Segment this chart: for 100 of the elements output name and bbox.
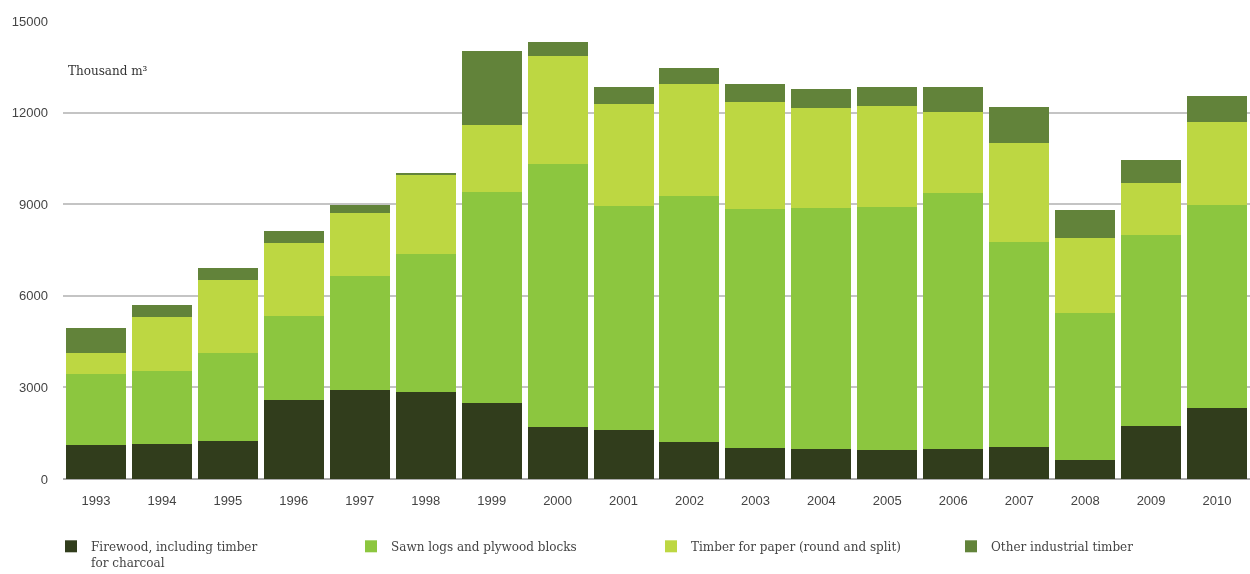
legend-label: Other industrial timber: [991, 540, 1134, 555]
x-tick-label: 2004: [806, 493, 836, 508]
bar: [395, 172, 456, 175]
bar: [857, 86, 918, 106]
x-tick-label: 2010: [1202, 493, 1232, 508]
bar: [1055, 460, 1116, 479]
x-tick-label: 2008: [1070, 493, 1100, 508]
bar: [593, 104, 654, 207]
bar: [989, 242, 1050, 447]
bar: [131, 443, 192, 479]
bar: [725, 447, 786, 479]
bar: [1121, 425, 1182, 479]
bar: [395, 391, 456, 479]
bar: [263, 315, 324, 400]
bar: [1187, 204, 1248, 408]
bar: [329, 389, 390, 479]
bar: [725, 83, 786, 102]
bar: [527, 427, 588, 479]
bar: [593, 206, 654, 431]
bar: [197, 440, 258, 479]
bar: [1187, 121, 1248, 205]
x-tick-label: 2002: [675, 493, 704, 508]
x-tick-label: 2003: [740, 493, 770, 508]
bar: [857, 449, 918, 479]
bar: [329, 213, 390, 276]
bar: [791, 89, 852, 109]
bar: [857, 105, 918, 207]
bar: [131, 304, 192, 317]
bar: [263, 242, 324, 316]
legend-label: Firewood, including timber for charcoal: [91, 539, 258, 570]
bar: [923, 87, 984, 113]
x-tick-label: 1994: [147, 493, 177, 508]
bar: [659, 442, 720, 479]
bar: [131, 316, 192, 371]
y-axis-title: Thousand m³: [68, 64, 148, 78]
bar: [1187, 407, 1248, 479]
bar: [989, 143, 1050, 243]
bar: [1187, 95, 1248, 122]
bar: [593, 430, 654, 479]
bar: [791, 449, 852, 479]
bar: [197, 279, 258, 353]
bar: [395, 253, 456, 392]
bar: [1121, 182, 1182, 235]
bar: [65, 327, 126, 353]
bar: [791, 108, 852, 209]
bar: [1055, 237, 1116, 313]
bar: [725, 208, 786, 448]
x-tick-label: 2009: [1136, 493, 1166, 508]
bar: [65, 373, 126, 446]
bar: [1055, 209, 1116, 238]
bar: [659, 83, 720, 196]
bar: [1055, 312, 1116, 461]
bar: [857, 206, 918, 450]
bar: [395, 174, 456, 254]
bar: [461, 191, 522, 403]
y-tick-label: 3000: [19, 379, 48, 395]
bar: [263, 231, 324, 243]
bar: [197, 352, 258, 441]
bar: [923, 193, 984, 450]
y-tick-label: 15000: [11, 13, 48, 29]
bar: [527, 42, 588, 57]
bar: [989, 446, 1050, 479]
bar: [461, 51, 522, 126]
x-tick-label: 2006: [938, 493, 968, 508]
x-tick-label: 1995: [213, 493, 243, 508]
y-tick-label: 6000: [19, 288, 48, 304]
y-tick-label: 12000: [11, 105, 48, 121]
bar: [527, 56, 588, 165]
bar: [65, 445, 126, 479]
x-tick-label: 1996: [279, 493, 309, 508]
x-tick-label: 1993: [81, 493, 111, 508]
bar: [923, 449, 984, 479]
bar: [65, 352, 126, 374]
x-tick-label: 2005: [872, 493, 902, 508]
y-tick-label: 0: [40, 471, 48, 487]
x-tick-label: 1997: [345, 493, 375, 508]
bar: [263, 399, 324, 479]
x-tick-label: 1999: [477, 493, 507, 508]
bar: [131, 370, 192, 444]
bar: [329, 205, 390, 214]
bar: [329, 275, 390, 390]
bar: [923, 112, 984, 194]
x-tick-label: 2001: [609, 493, 638, 508]
bar: [593, 86, 654, 105]
x-tick-label: 1998: [411, 493, 441, 508]
bar: [989, 107, 1050, 144]
legend-label: Timber for paper (round and split): [691, 540, 901, 555]
bar: [461, 125, 522, 192]
x-tick-label: 2007: [1004, 493, 1034, 508]
bar: [659, 195, 720, 443]
bar: [527, 164, 588, 428]
bar: [197, 268, 258, 280]
bar: [1121, 234, 1182, 426]
bar: [659, 68, 720, 84]
x-tick-label: 2000: [543, 493, 573, 508]
bar: [461, 402, 522, 479]
y-tick-label: 9000: [19, 196, 48, 212]
bar: [791, 208, 852, 450]
legend-label: Sawn logs and plywood blocks: [391, 540, 577, 555]
bar: [1121, 159, 1182, 183]
